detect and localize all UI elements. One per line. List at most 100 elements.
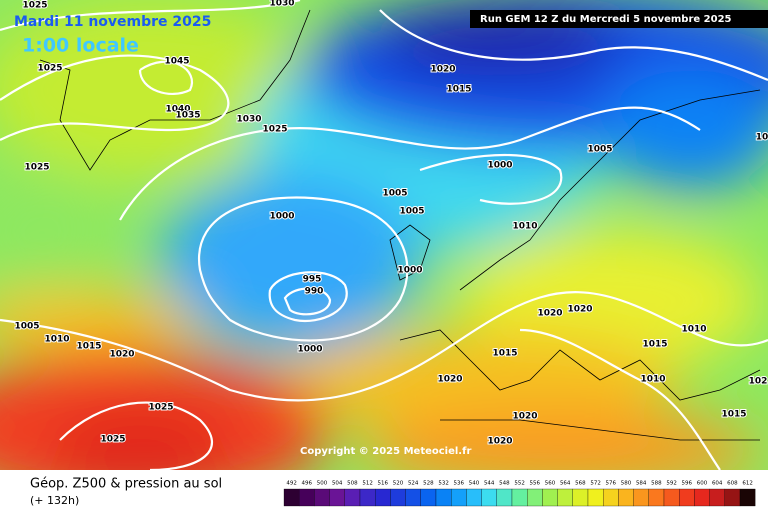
legend-swatch: [420, 488, 437, 507]
isobar-label: 1000: [269, 212, 294, 222]
legend-swatch: [572, 488, 589, 507]
legend-swatch: [299, 488, 315, 507]
legend-label: 560: [545, 481, 556, 487]
legend-label: 568: [575, 481, 586, 487]
legend-label: 588: [651, 481, 662, 487]
legend-swatch: [527, 488, 543, 507]
legend-swatch: [633, 488, 649, 507]
legend-label: 540: [469, 481, 480, 487]
legend-swatch: [557, 488, 573, 507]
isobar-label: 1025: [24, 163, 49, 173]
legend-label: 492: [286, 481, 297, 487]
isobar-label: 1010: [44, 335, 69, 345]
legend-label: 532: [438, 481, 449, 487]
legend-label: 500: [317, 481, 328, 487]
isobar-label: 1040: [165, 105, 190, 115]
isobar-label: 1005: [399, 207, 424, 217]
legend-swatch: [663, 488, 680, 507]
legend-label: 544: [484, 481, 495, 487]
legend-swatch: [375, 488, 391, 507]
isobar-label: 1020: [487, 437, 512, 447]
legend-label: 496: [302, 481, 313, 487]
isobar-label: 1005: [587, 145, 612, 155]
isobar-label: 1010: [681, 325, 706, 335]
isobar-label: 1015: [492, 349, 517, 359]
legend-swatch: [648, 488, 665, 507]
legend-label: 592: [666, 481, 677, 487]
legend-swatch: [314, 488, 330, 507]
legend-swatch: [329, 488, 345, 507]
isobar-label: 995: [303, 275, 322, 285]
isobar-label: 1045: [164, 57, 189, 67]
legend-label: 584: [636, 481, 647, 487]
isobar-label: 1000: [487, 161, 512, 171]
legend-label: 552: [514, 481, 525, 487]
legend-swatch: [511, 488, 528, 507]
isobar-label: 1035: [175, 111, 200, 121]
copyright: Copyright © 2025 Meteociel.fr: [300, 446, 471, 457]
isobar-label: 1000: [297, 345, 322, 355]
isobar-label: 1015: [446, 85, 471, 95]
isobar-label: 1010: [640, 375, 665, 385]
legend-swatch: [405, 488, 421, 507]
isobar-label: 1020: [512, 412, 537, 422]
footer-title: Géop. Z500 & pression au sol: [30, 477, 222, 492]
isobar-label: 1020: [437, 375, 462, 385]
legend-label: 580: [621, 481, 632, 487]
legend-swatch: [542, 488, 558, 507]
legend-swatch: [496, 488, 513, 507]
legend-label: 600: [697, 481, 708, 487]
isobar-label: 1015: [76, 342, 101, 352]
isobar-label: 10: [756, 133, 768, 143]
isobar-label: 1005: [14, 322, 39, 332]
legend-swatch: [739, 488, 756, 507]
legend-label: 572: [590, 481, 601, 487]
legend-label: 564: [560, 481, 571, 487]
isobar-label: 1010: [512, 222, 537, 232]
legend-swatch: [694, 488, 710, 507]
legend-swatch: [435, 488, 452, 507]
legend-swatch: [466, 488, 482, 507]
legend-label: 608: [727, 481, 738, 487]
isobar-label: 1020: [567, 305, 592, 315]
legend-swatch: [481, 488, 497, 507]
run-box: [470, 10, 768, 28]
isobars: [0, 0, 768, 402]
isobar-label: 990: [305, 287, 324, 297]
isobar-label: 1030: [269, 0, 294, 9]
legend-swatch: [724, 488, 741, 507]
legend-swatch: [390, 488, 406, 507]
legend-label: 596: [682, 481, 693, 487]
legend-swatch: [451, 488, 467, 507]
legend-swatch: [709, 488, 725, 507]
isobar-label: 1015: [721, 410, 746, 420]
isobar-label: 1025: [262, 125, 287, 135]
isobar-label: 1000: [397, 266, 422, 276]
isobar-label: 1015: [642, 340, 667, 350]
legend: 492 496 500 504 508 512 516 520 524 528 532 536 540 5…: [283, 481, 756, 507]
legend-label: 524: [408, 481, 419, 487]
isobar-label: 1030: [236, 115, 261, 125]
coastlines: [39, 9, 761, 441]
run-info: Run GEM 12 Z du Mercredi 5 novembre 2025: [480, 14, 732, 25]
isobar-label: 1025: [100, 435, 125, 445]
legend-swatch: [618, 488, 634, 507]
isobar-label: 1025: [148, 403, 173, 413]
legend-label: 508: [347, 481, 358, 487]
local-time: 1:00 locale: [22, 35, 139, 57]
isobar-label: 1025: [22, 1, 47, 11]
legend-label: 612: [742, 481, 753, 487]
legend-label: 520: [393, 481, 404, 487]
legend-label: 536: [454, 481, 465, 487]
isobar-label: 1025: [37, 64, 62, 74]
legend-label: 604: [712, 481, 723, 487]
isobar-label: 1005: [382, 189, 407, 199]
legend-swatch: [603, 488, 619, 507]
legend-label: 548: [499, 481, 510, 487]
header: Mardi 11 novembre 2025 1:00 locale Run G…: [14, 10, 768, 57]
legend-swatch: [587, 488, 604, 507]
footer-lead: (+ 132h): [30, 494, 79, 507]
isobar-label: 1020: [537, 309, 562, 319]
